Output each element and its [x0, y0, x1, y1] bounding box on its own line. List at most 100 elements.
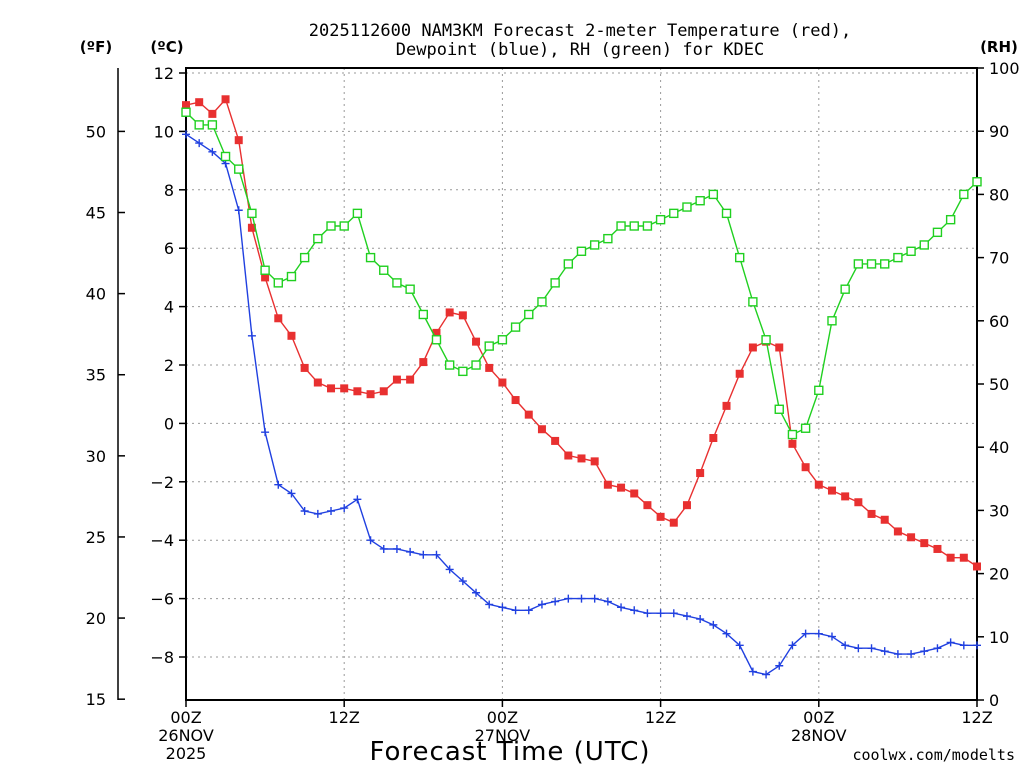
data-point	[511, 396, 520, 405]
data-point	[959, 189, 969, 200]
watermark: coolwx.com/modelts	[852, 746, 1015, 764]
data-point	[524, 606, 533, 615]
data-point	[353, 387, 362, 396]
x-tick-label: 00Z	[487, 708, 518, 727]
data-point	[656, 609, 665, 618]
data-point	[261, 428, 270, 437]
data-point	[630, 489, 639, 498]
data-point	[564, 451, 573, 460]
x-tick-label: 12Z	[329, 708, 360, 727]
series-temperature	[182, 95, 981, 571]
x-tick-date: 27NOV	[475, 726, 531, 745]
data-point	[220, 151, 231, 162]
chart-title-line2: Dewpoint (blue), RH (green) for KDEC	[396, 40, 764, 60]
fahrenheit-unit-label: (ºF)	[80, 38, 112, 56]
data-point	[959, 553, 968, 562]
data-point	[775, 661, 784, 670]
data-point	[722, 629, 731, 638]
data-point	[880, 515, 889, 524]
data-point	[972, 177, 982, 187]
data-point	[234, 164, 244, 174]
data-point	[854, 498, 863, 507]
data-point	[841, 641, 850, 650]
data-point	[617, 603, 626, 612]
data-point	[946, 553, 955, 562]
data-point	[576, 246, 587, 256]
x-axis-title: Forecast Time (UTC)	[369, 737, 650, 767]
data-point	[945, 214, 956, 225]
data-point	[827, 486, 836, 495]
data-point	[445, 308, 454, 317]
data-point	[762, 670, 771, 679]
data-point	[814, 629, 823, 638]
data-point	[484, 341, 494, 351]
rh-tick-label: 0	[989, 691, 999, 710]
data-point	[194, 120, 204, 130]
data-point	[748, 297, 758, 307]
data-point	[721, 208, 732, 219]
data-point	[418, 309, 428, 320]
rh-tick-label: 90	[989, 122, 1009, 141]
celsius-unit-label: (ºC)	[150, 38, 183, 56]
data-series	[181, 95, 982, 679]
data-point	[603, 480, 612, 489]
data-point	[920, 647, 929, 656]
data-point	[352, 208, 363, 219]
data-point	[866, 259, 877, 269]
data-point	[682, 202, 692, 212]
data-point	[550, 278, 560, 288]
data-point	[669, 518, 678, 527]
data-point	[234, 136, 243, 145]
data-point	[366, 536, 375, 545]
data-point	[709, 620, 718, 629]
data-point	[471, 360, 481, 370]
data-point	[339, 221, 349, 231]
data-point	[893, 252, 903, 263]
axes	[117, 67, 984, 707]
data-point	[590, 594, 599, 603]
data-point	[445, 565, 454, 574]
data-point	[761, 335, 771, 345]
celsius-tick-label: −4	[150, 531, 174, 550]
data-point	[234, 206, 243, 215]
data-point	[735, 641, 744, 650]
data-point	[655, 214, 666, 225]
rh-tick-label: 50	[989, 375, 1009, 394]
data-point	[510, 322, 521, 332]
data-point	[682, 501, 691, 510]
celsius-tick-label: 8	[164, 181, 174, 200]
data-point	[221, 95, 230, 104]
data-point	[551, 597, 560, 606]
data-point	[458, 366, 468, 377]
data-point	[273, 278, 283, 288]
fahrenheit-tick-label: 15	[86, 690, 106, 709]
data-point	[406, 547, 415, 556]
data-point	[907, 650, 916, 659]
data-point	[551, 436, 560, 445]
celsius-tick-label: 6	[164, 239, 174, 258]
data-point	[603, 233, 613, 244]
data-point	[946, 638, 955, 647]
fahrenheit-tick-label: 50	[86, 122, 106, 141]
data-point	[379, 544, 388, 553]
data-point	[300, 363, 309, 372]
fahrenheit-tick-label: 40	[86, 285, 106, 304]
tick-labels: 121086420−2−4−6−850454035302520151009080…	[86, 59, 1020, 763]
data-point	[247, 208, 257, 219]
data-point	[287, 489, 296, 498]
data-point	[577, 594, 586, 603]
data-point	[327, 507, 336, 515]
celsius-tick-label: −8	[150, 648, 174, 667]
data-point	[458, 577, 467, 586]
data-point	[656, 512, 665, 521]
data-point	[973, 562, 981, 571]
data-point	[498, 378, 507, 387]
x-tick-date: 28NOV	[791, 726, 847, 745]
data-point	[327, 384, 336, 393]
data-point	[695, 196, 705, 206]
rh-unit-label: (RH)	[980, 38, 1018, 56]
data-point	[867, 509, 876, 518]
data-point	[709, 434, 718, 442]
data-point	[642, 221, 653, 231]
rh-tick-label: 40	[989, 438, 1009, 457]
